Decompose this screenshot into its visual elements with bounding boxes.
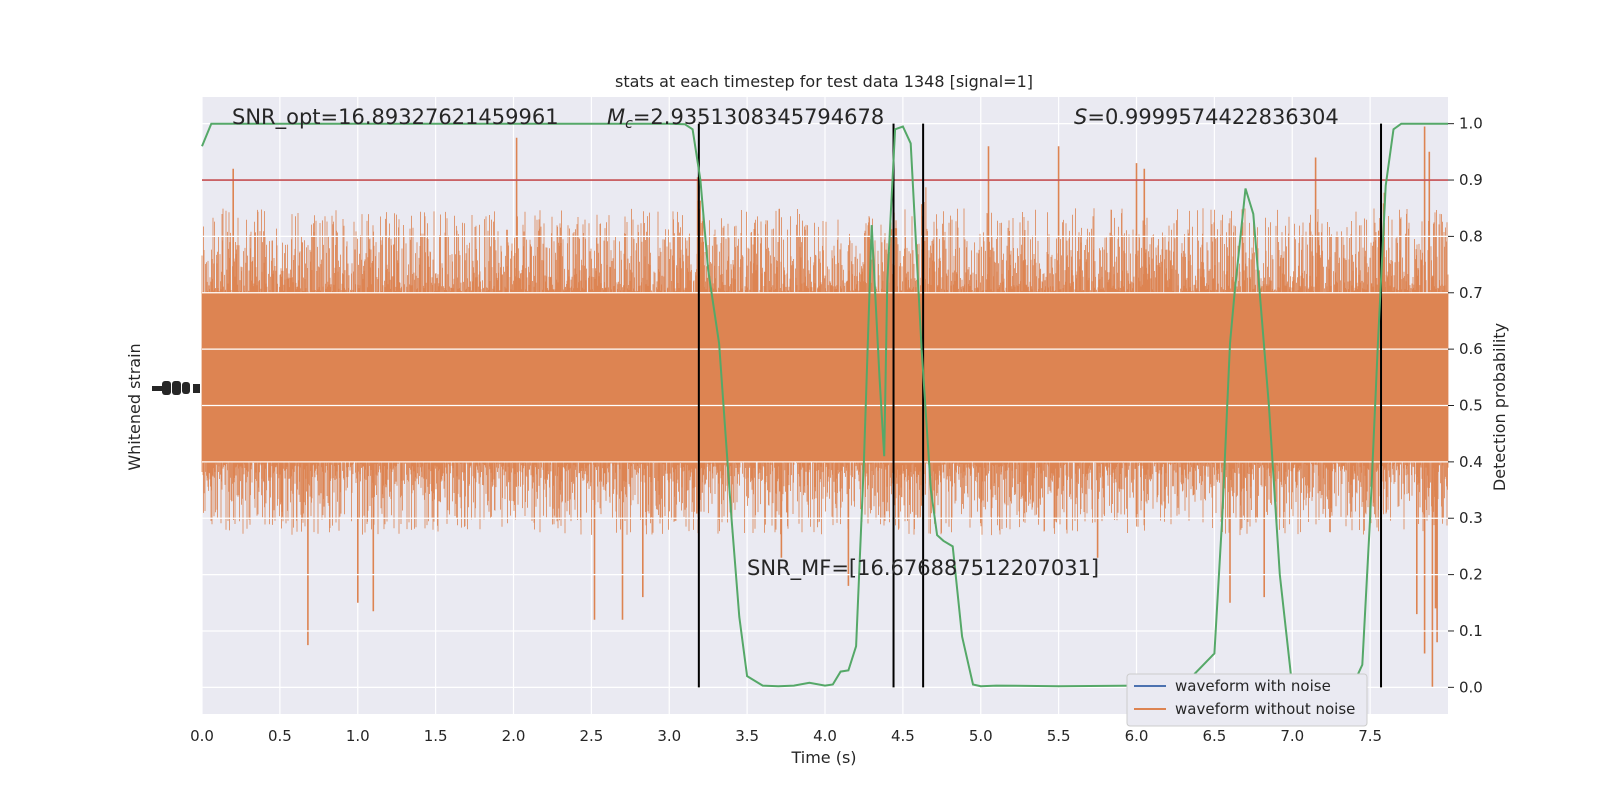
mc-subscript: c bbox=[625, 116, 633, 132]
x-tick-label: 7.0 bbox=[1280, 727, 1304, 745]
x-tick-label: 5.0 bbox=[969, 727, 993, 745]
x-tick-label: 2.5 bbox=[579, 727, 603, 745]
left-axis-clutter bbox=[152, 381, 200, 395]
y-tick-label: 1.0 bbox=[1459, 115, 1483, 133]
legend: waveform with noise waveform without noi… bbox=[1126, 673, 1368, 727]
y-tick-label: 0.3 bbox=[1459, 509, 1483, 527]
y-tick-label: 0.9 bbox=[1459, 171, 1483, 189]
y-tick-label: 0.2 bbox=[1459, 566, 1483, 584]
x-tick-label: 0.0 bbox=[190, 727, 214, 745]
legend-box bbox=[1126, 673, 1368, 727]
snr-mf-annotation: SNR_MF=[16.676887512207031] bbox=[747, 556, 1099, 581]
waveform-without-noise-band bbox=[202, 292, 1448, 462]
x-tick-label: 6.5 bbox=[1202, 727, 1226, 745]
waveform-without-noise-spikes bbox=[232, 126, 1438, 688]
y-tick-label: 0.7 bbox=[1459, 284, 1483, 302]
event-lines bbox=[697, 123, 1383, 688]
x-axis-ticks: 0.0 0.5 1.0 1.5 2.0 2.5 3.0 3.5 4.0 4.5 5.0 5.5 6.0 6… bbox=[190, 727, 1382, 745]
s-annotation: S=0.9999574422836304 bbox=[1074, 105, 1339, 129]
mc-annotation: Mc=2.9351308345794678 bbox=[607, 105, 884, 132]
y-left-axis-label: Whitened strain bbox=[125, 343, 144, 470]
x-tick-label: 5.5 bbox=[1047, 727, 1071, 745]
legend-label-waveform-with-noise: waveform with noise bbox=[1175, 677, 1331, 695]
mc-symbol: M bbox=[607, 105, 625, 129]
y-right-axis-label: Detection probability bbox=[1490, 323, 1509, 491]
x-axis-label: Time (s) bbox=[790, 748, 856, 767]
y-right-axis-ticks: 0.0 0.1 0.2 0.3 0.4 0.5 0.6 0.7 0.8 0.9 1.0 bbox=[1448, 115, 1483, 696]
snr-opt-annotation: SNR_opt=16.89327621459961 bbox=[232, 105, 559, 130]
y-tick-label: 0.4 bbox=[1459, 453, 1483, 471]
x-tick-label: 6.0 bbox=[1125, 727, 1149, 745]
x-tick-label: 0.5 bbox=[268, 727, 292, 745]
x-tick-label: 7.5 bbox=[1358, 727, 1382, 745]
legend-label-waveform-without-noise: waveform without noise bbox=[1175, 700, 1355, 718]
x-tick-label: 4.0 bbox=[813, 727, 837, 745]
y-tick-label: 0.6 bbox=[1459, 340, 1483, 358]
x-tick-label: 4.5 bbox=[891, 727, 915, 745]
s-symbol: S bbox=[1074, 105, 1087, 129]
chart-title: stats at each timestep for test data 134… bbox=[615, 72, 1033, 91]
mc-value: =2.9351308345794678 bbox=[633, 105, 884, 129]
x-tick-label: 3.5 bbox=[735, 727, 759, 745]
y-tick-label: 0.0 bbox=[1459, 678, 1483, 696]
s-value: =0.9999574422836304 bbox=[1087, 105, 1338, 129]
x-tick-label: 3.0 bbox=[657, 727, 681, 745]
x-tick-label: 1.5 bbox=[424, 727, 448, 745]
y-tick-label: 0.1 bbox=[1459, 622, 1483, 640]
x-tick-label: 2.0 bbox=[502, 727, 526, 745]
y-tick-label: 0.5 bbox=[1459, 397, 1483, 415]
x-tick-label: 1.0 bbox=[346, 727, 370, 745]
y-tick-label: 0.8 bbox=[1459, 227, 1483, 245]
